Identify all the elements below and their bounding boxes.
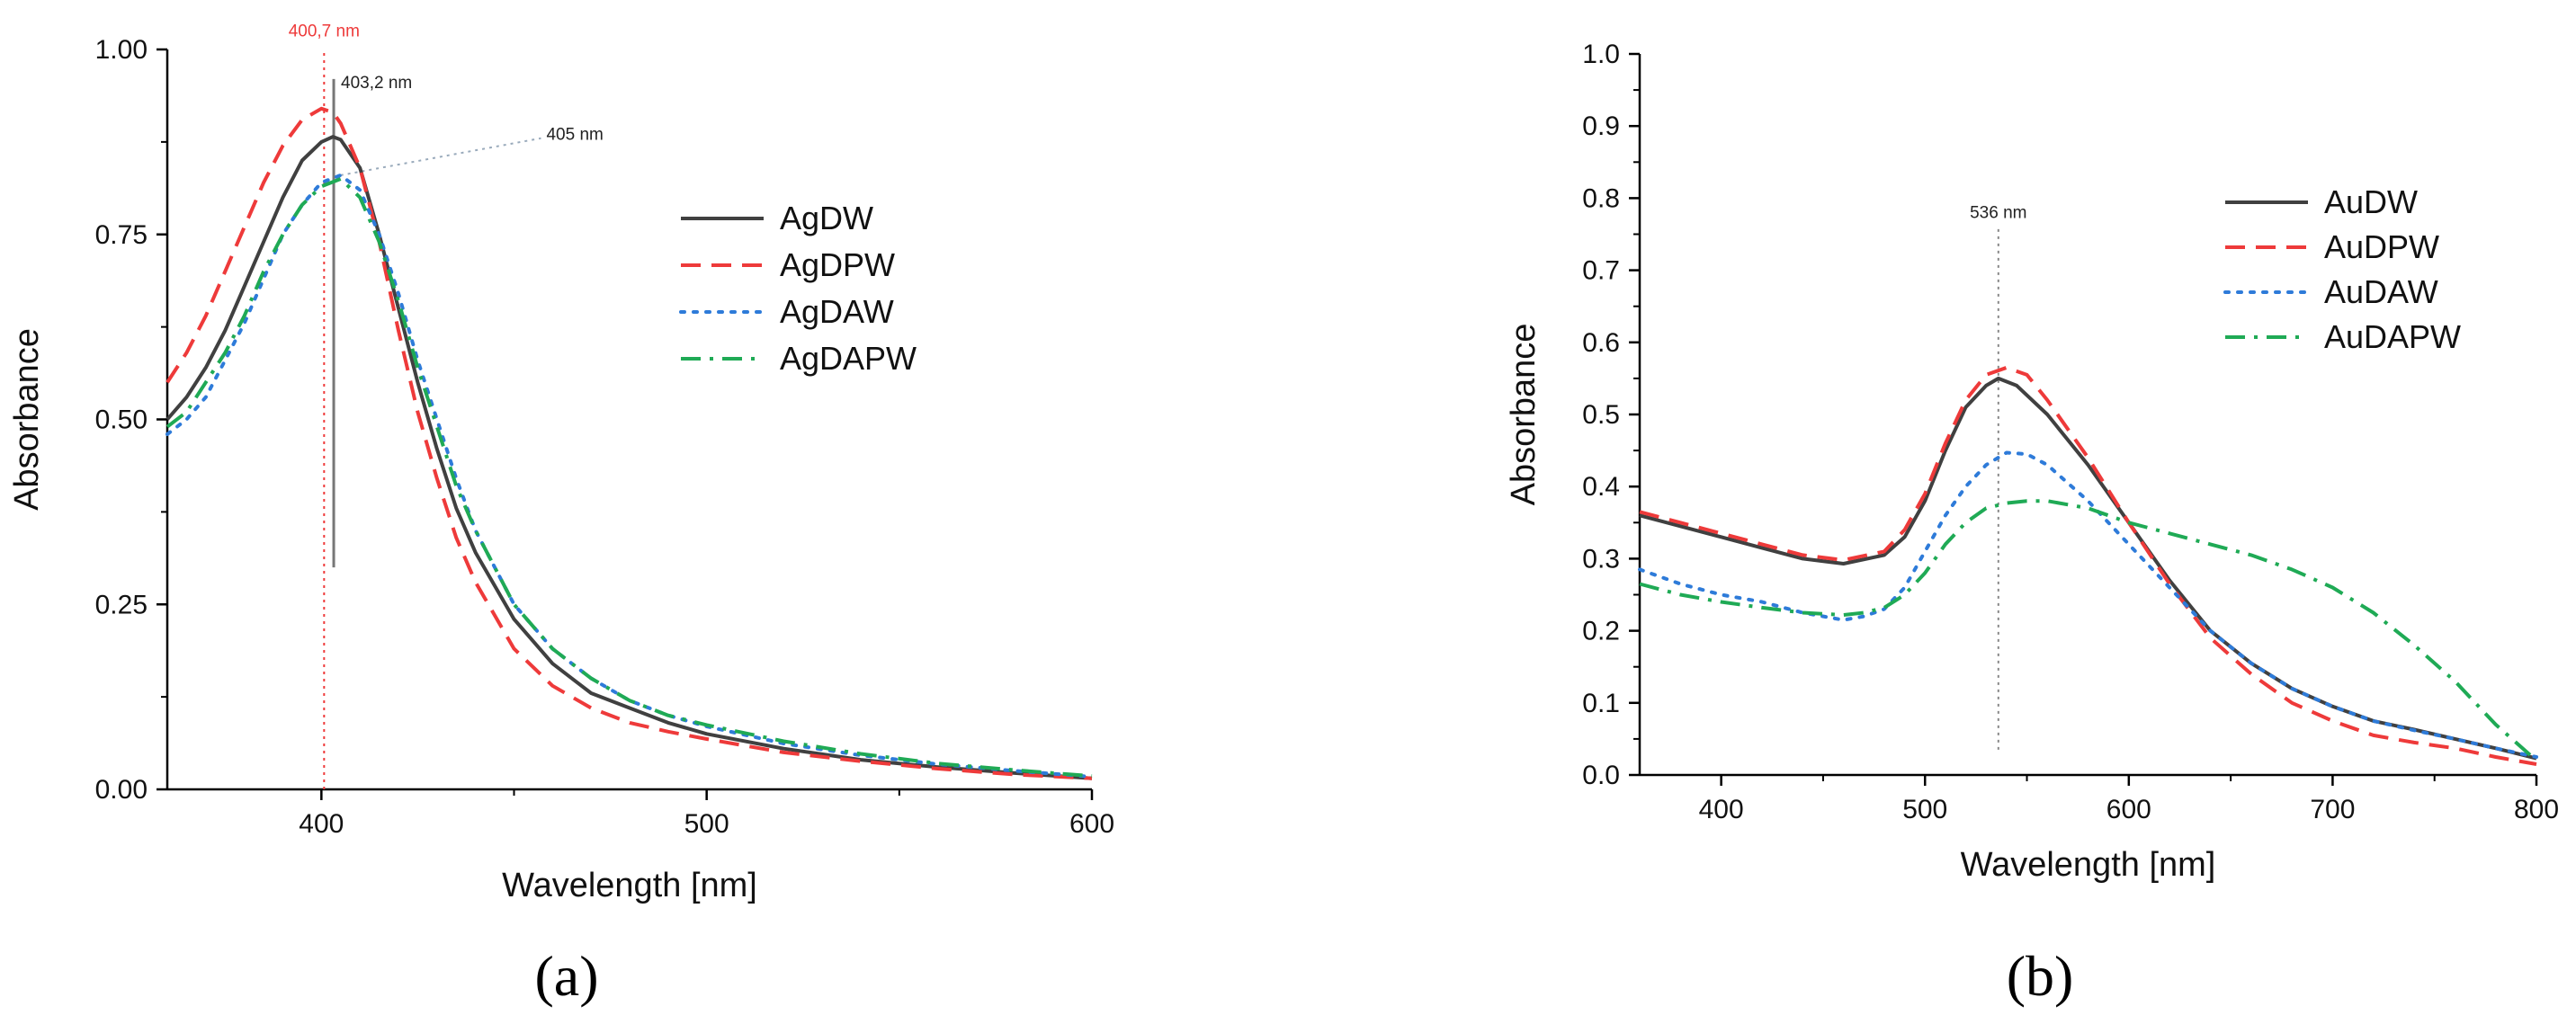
annotation-label: 403,2 nm bbox=[341, 74, 412, 93]
series-line-AgDAPW bbox=[165, 177, 1093, 779]
y-tick-label: 0.25 bbox=[95, 590, 148, 619]
series-line-AgDW bbox=[165, 135, 1093, 780]
y-tick-label: 0.0 bbox=[1582, 761, 1620, 790]
legend: AuDW AuDPW AuDAW AuDAPW bbox=[2223, 183, 2461, 355]
y-tick-label: 0.3 bbox=[1582, 544, 1620, 574]
legend-label: AuDPW bbox=[2324, 228, 2439, 265]
panel-label: (b) bbox=[2007, 944, 2074, 1008]
legend-label: AuDW bbox=[2324, 183, 2418, 220]
x-tick-label: 600 bbox=[1069, 809, 1114, 839]
x-tick-label: 600 bbox=[2106, 795, 2151, 824]
y-tick-label: 0.8 bbox=[1582, 183, 1620, 213]
x-tick-label: 500 bbox=[684, 809, 729, 839]
y-tick-label: 0.9 bbox=[1582, 111, 1620, 141]
chart-panel-a: 400 500 600 0.00 0.25 0.50 0.75 1.00 Wavelength … bbox=[8, 22, 1114, 1008]
annotation-label: 405 nm bbox=[546, 126, 603, 145]
chart-panel-b: 400 500 600 700 800 0.0 0.1 0.2 0.3 0.4 0.5 0.6 0.7 0… bbox=[1505, 40, 2559, 1008]
series-line-AuDAPW bbox=[1639, 499, 2538, 762]
x-tick-label: 800 bbox=[2514, 795, 2559, 824]
series-line-AuDAW bbox=[1638, 450, 2538, 759]
y-tick-label: 0.7 bbox=[1582, 256, 1620, 286]
x-tick-label: 400 bbox=[1699, 795, 1744, 824]
legend-label: AgDW bbox=[780, 200, 873, 236]
x-axis-title: Wavelength [nm] bbox=[502, 867, 757, 904]
series-line-AuDW bbox=[1639, 376, 2537, 761]
y-tick-label: 0.2 bbox=[1582, 617, 1620, 646]
legend-label: AgDAW bbox=[780, 293, 894, 330]
y-tick-label: 0.6 bbox=[1582, 328, 1620, 358]
y-tick-label: 0.1 bbox=[1582, 689, 1620, 718]
series-line-AuDPW bbox=[1639, 365, 2537, 766]
y-tick-label: 0.00 bbox=[95, 775, 148, 805]
x-tick-label: 500 bbox=[1902, 795, 1947, 824]
y-tick-label: 0.5 bbox=[1582, 400, 1620, 430]
y-tick-label: 0.4 bbox=[1582, 472, 1620, 502]
y-axis-title: Absorbance bbox=[1505, 324, 1543, 506]
y-tick-label: 0.50 bbox=[95, 405, 148, 435]
y-axis-title: Absorbance bbox=[8, 328, 46, 511]
x-axis-title: Wavelength [nm] bbox=[1961, 846, 2216, 884]
y-tick-label: 0.75 bbox=[95, 220, 148, 250]
series-line-AgDPW bbox=[165, 106, 1093, 780]
series-line-AgDAW bbox=[165, 173, 1094, 779]
legend-label: AuDAPW bbox=[2324, 318, 2461, 355]
x-tick-label: 700 bbox=[2310, 795, 2355, 824]
annotation-label: 400,7 nm bbox=[289, 22, 360, 40]
legend-label: AgDAPW bbox=[780, 340, 917, 377]
x-tick-label: 400 bbox=[299, 809, 344, 839]
annotation-label: 536 nm bbox=[1970, 203, 2026, 222]
annotation-leader-line bbox=[340, 137, 541, 176]
legend: AgDW AgDPW AgDAW AgDAPW bbox=[679, 200, 917, 377]
y-tick-label: 1.00 bbox=[95, 35, 148, 65]
legend-label: AgDPW bbox=[780, 246, 895, 283]
legend-label: AuDAW bbox=[2324, 273, 2438, 310]
y-tick-label: 1.0 bbox=[1582, 40, 1620, 69]
panel-label: (a) bbox=[534, 944, 598, 1008]
